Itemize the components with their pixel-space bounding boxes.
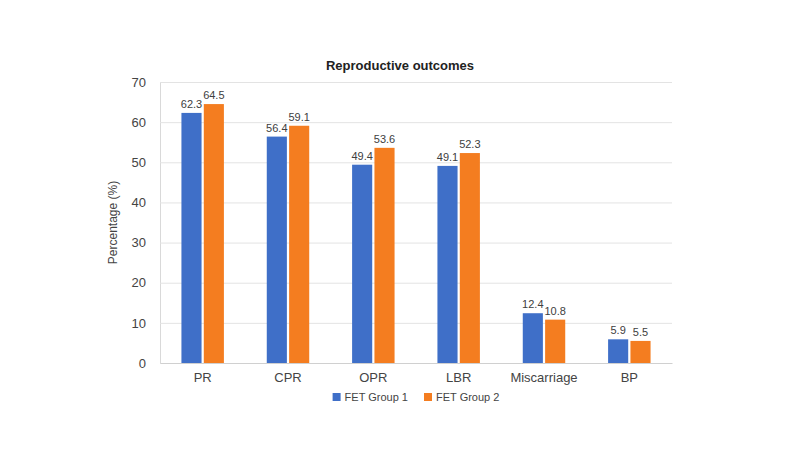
data-label: 49.1 bbox=[437, 151, 458, 163]
x-tick-label: CPR bbox=[274, 370, 301, 385]
legend-label: FET Group 1 bbox=[345, 391, 408, 403]
data-label: 5.9 bbox=[611, 324, 626, 336]
y-tick-label: 20 bbox=[132, 275, 146, 290]
data-label: 59.1 bbox=[288, 111, 309, 123]
x-tick-label: LBR bbox=[446, 370, 471, 385]
y-axis-title: Percentage (%) bbox=[106, 181, 120, 264]
bar bbox=[352, 165, 372, 363]
bar bbox=[374, 148, 394, 363]
x-tick: PR bbox=[194, 363, 212, 385]
data-label: 52.3 bbox=[459, 138, 480, 150]
x-tick: Miscarriage bbox=[510, 363, 577, 385]
bar bbox=[630, 341, 650, 363]
grid-line bbox=[160, 162, 672, 163]
grid-line bbox=[160, 323, 672, 324]
bar bbox=[608, 339, 628, 363]
legend-item: FET Group 1 bbox=[333, 391, 408, 403]
y-tick-label: 10 bbox=[132, 316, 146, 331]
legend-swatch bbox=[424, 393, 432, 401]
legend-swatch bbox=[333, 393, 341, 401]
x-tick-label: BP bbox=[621, 370, 638, 385]
legend: FET Group 1 FET Group 2 bbox=[333, 391, 500, 403]
data-label: 53.6 bbox=[374, 133, 395, 145]
x-tick-label: Miscarriage bbox=[510, 370, 577, 385]
bar bbox=[181, 113, 201, 363]
grid-line bbox=[160, 202, 672, 203]
chart: Reproductive outcomes 0 10 20 30 40 50 60 70 Perc… bbox=[0, 0, 800, 462]
y-tick-label: 30 bbox=[132, 235, 146, 250]
grid-line bbox=[160, 122, 672, 123]
data-label: 62.3 bbox=[181, 98, 202, 110]
x-tick: OPR bbox=[359, 363, 387, 385]
bar bbox=[267, 137, 287, 363]
data-label: 56.4 bbox=[266, 122, 287, 134]
bar bbox=[204, 104, 224, 363]
bar bbox=[460, 153, 480, 363]
grid-line bbox=[160, 283, 672, 284]
x-tick-label: OPR bbox=[359, 370, 387, 385]
bars bbox=[181, 104, 650, 363]
y-tick-label: 0 bbox=[139, 356, 146, 371]
bar bbox=[545, 320, 565, 363]
x-axis: PR CPR OPR LBR Miscarriage BP bbox=[161, 363, 673, 385]
y-axis-line bbox=[160, 83, 161, 364]
bar bbox=[437, 166, 457, 363]
grid-line bbox=[160, 82, 672, 83]
y-tick-label: 40 bbox=[132, 195, 146, 210]
x-tick: LBR bbox=[446, 363, 471, 385]
data-labels: 62.3 56.4 49.4 49.1 12.4 5.9 64.5 59.1 53.6 52.3 1… bbox=[181, 89, 648, 338]
y-tick-label: 50 bbox=[132, 155, 146, 170]
data-label: 49.4 bbox=[351, 150, 372, 162]
grid-line bbox=[160, 243, 672, 244]
x-tick: CPR bbox=[274, 363, 301, 385]
data-label: 10.8 bbox=[544, 305, 565, 317]
data-label: 12.4 bbox=[522, 298, 543, 310]
data-label: 64.5 bbox=[203, 89, 224, 101]
legend-item: FET Group 2 bbox=[424, 391, 499, 403]
bar bbox=[523, 313, 543, 363]
x-axis-line bbox=[161, 363, 673, 364]
y-axis: 0 10 20 30 40 50 60 70 bbox=[132, 75, 672, 371]
x-tick-label: PR bbox=[194, 370, 212, 385]
title: Reproductive outcomes bbox=[326, 58, 474, 73]
x-tick: BP bbox=[621, 363, 638, 385]
grid-line bbox=[160, 363, 672, 364]
y-tick-label: 60 bbox=[132, 115, 146, 130]
bar bbox=[289, 126, 309, 363]
y-tick: 70 bbox=[132, 75, 672, 90]
legend-label: FET Group 2 bbox=[436, 391, 499, 403]
y-tick-label: 70 bbox=[132, 75, 146, 90]
data-label: 5.5 bbox=[633, 326, 648, 338]
